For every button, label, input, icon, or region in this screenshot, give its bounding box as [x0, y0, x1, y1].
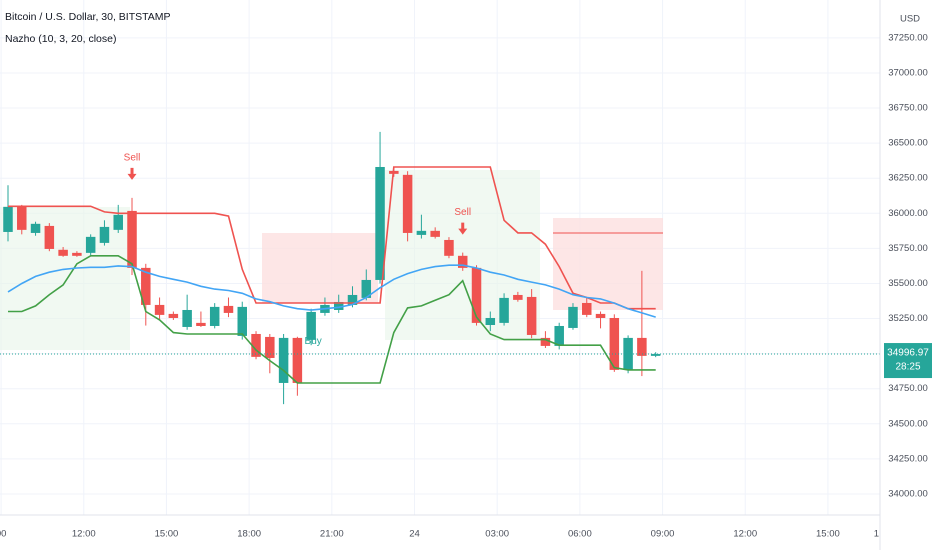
- projection-box: [553, 218, 663, 310]
- candle-body: [582, 302, 592, 315]
- countdown: 28:25: [895, 362, 920, 373]
- y-tick-label: 34250.00: [888, 453, 928, 464]
- candle-body: [333, 301, 344, 310]
- y-tick-label: 36250.00: [888, 173, 928, 184]
- x-tick-label: 15:00: [816, 529, 840, 540]
- buy-label: Buy: [305, 336, 322, 347]
- candle-body: [3, 206, 13, 232]
- candle-body: [595, 313, 606, 318]
- candle-body: [265, 336, 275, 358]
- axes: 34000.0034250.0034500.0034750.0035000.00…: [884, 32, 932, 499]
- indicator-line: [8, 166, 656, 310]
- candle-body: [347, 294, 358, 305]
- y-tick-label: 35250.00: [888, 313, 928, 324]
- y-tick-label: 34500.00: [888, 418, 928, 429]
- candle-body: [416, 230, 427, 235]
- x-tick-label: 15:00: [155, 529, 179, 540]
- sell-arrow: [127, 167, 137, 180]
- currency: USD: [900, 14, 920, 25]
- x-tick-label: 24: [409, 529, 420, 540]
- sell-arrow: [458, 222, 468, 235]
- y-tick-label: 35750.00: [888, 243, 928, 254]
- y-tick-label: 34750.00: [888, 383, 928, 394]
- y-tick-label: 36000.00: [888, 208, 928, 219]
- candle-body: [554, 325, 564, 346]
- candle-body: [17, 206, 27, 230]
- candle-body: [499, 297, 509, 323]
- y-tick-label: 37250.00: [888, 32, 928, 43]
- candle-body: [430, 230, 440, 237]
- candle-body: [526, 296, 537, 335]
- candle-body: [513, 294, 523, 300]
- candle-body: [30, 223, 41, 233]
- price-axis: [880, 0, 932, 550]
- y-tick-label: 35500.00: [888, 278, 928, 289]
- candle-body: [471, 267, 482, 323]
- candle-body: [154, 304, 165, 315]
- candle-body: [375, 166, 385, 280]
- sell-label: Sell: [454, 207, 471, 218]
- last-price-label: 34996.97: [887, 348, 929, 359]
- candle-body: [609, 317, 620, 370]
- indicator-line: [8, 255, 656, 384]
- candle-body: [196, 322, 206, 326]
- y-tick-label: 34000.00: [888, 488, 928, 499]
- candle-body: [444, 239, 454, 256]
- candle-body: [127, 210, 137, 268]
- y-tick-label: 37000.00: [888, 67, 928, 78]
- candle-body: [99, 226, 110, 243]
- candle-body: [361, 279, 372, 298]
- candle-body: [72, 252, 82, 256]
- y-tick-label: 36750.00: [888, 103, 928, 114]
- candle-body: [209, 306, 220, 326]
- candle-body: [292, 337, 303, 383]
- x-tick-label: 03:00: [485, 529, 509, 540]
- candle-body: [44, 225, 55, 249]
- grid: [0, 0, 884, 515]
- candle-body: [650, 354, 661, 356]
- plot: 00 12:00 15:00 18:00 21:00 24 03:00 06:00 09:00 1…: [0, 131, 892, 540]
- candle-body: [251, 333, 261, 357]
- candle-body: [223, 305, 234, 313]
- candle-body: [637, 337, 647, 356]
- candle-body: [402, 174, 413, 233]
- x-tick-label: 00: [0, 529, 6, 540]
- x-tick-label: 06:00: [568, 529, 592, 540]
- sell-label: Sell: [124, 153, 141, 164]
- candle-body: [85, 236, 96, 253]
- candle-body: [278, 337, 289, 383]
- x-tick-label: 12:00: [733, 529, 757, 540]
- candle-body: [141, 267, 151, 305]
- candle-body: [182, 309, 192, 327]
- x-tick-label: 09:00: [651, 529, 675, 540]
- candle-body: [113, 214, 123, 230]
- projection-box: [262, 233, 378, 303]
- candle-body: [568, 306, 578, 328]
- x-tick-label: 12:00: [72, 529, 96, 540]
- chart-title: Bitcoin / U.S. Dollar, 30, BITSTAMP: [5, 11, 171, 23]
- x-tick-label: 21:00: [320, 529, 344, 540]
- candle-body: [168, 313, 179, 318]
- candle-body: [540, 337, 551, 346]
- candle-body: [623, 337, 633, 370]
- indicator-title: Nazho (10, 3, 20, close): [5, 33, 116, 45]
- buy-arrow: [306, 316, 316, 329]
- indicator-line: [7, 264, 656, 318]
- candle-body: [58, 249, 68, 256]
- last-price-box: [884, 343, 932, 379]
- candle-body: [485, 317, 496, 325]
- y-tick-label: 36500.00: [888, 138, 928, 149]
- candle-body: [237, 306, 248, 336]
- candle-body: [457, 255, 468, 268]
- x-tick-label: 18:00: [237, 529, 261, 540]
